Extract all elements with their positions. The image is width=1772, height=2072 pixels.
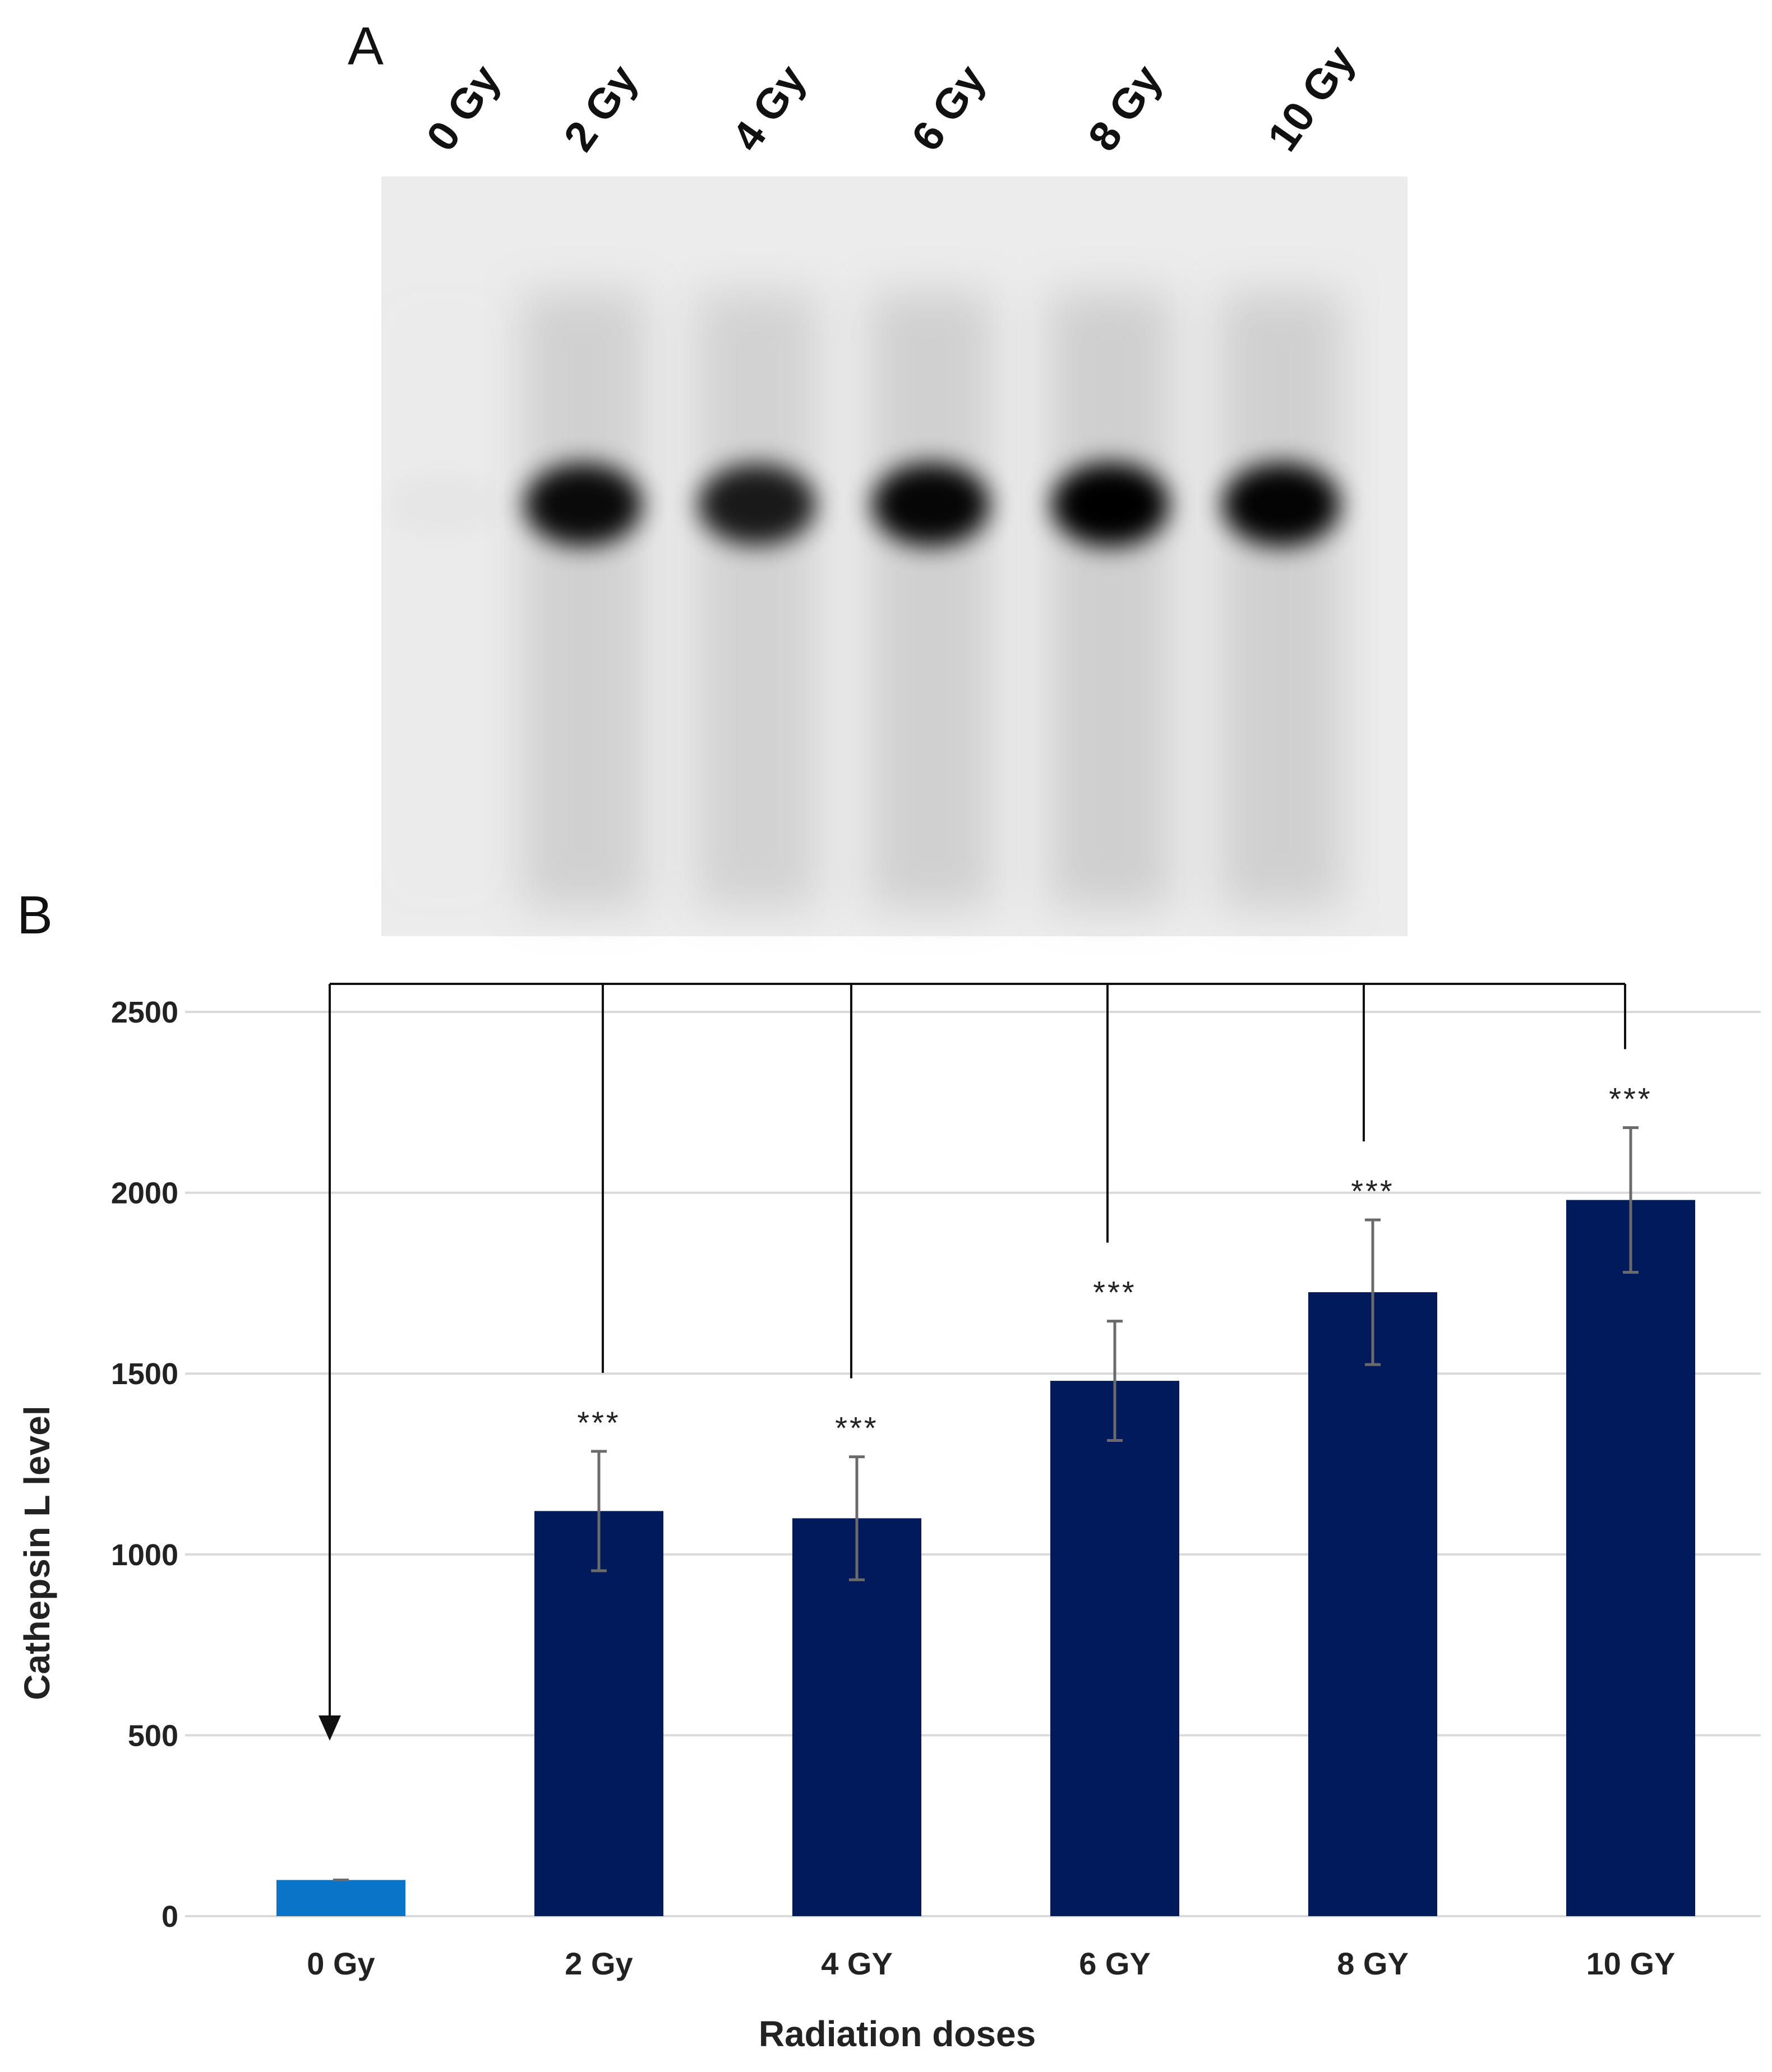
x-tick-label: 0 Gy (307, 1946, 375, 1981)
x-axis-title: Radiation doses (759, 2014, 1036, 2054)
x-tick-labels: 0 Gy 2 Gy 4 GY 6 GY 8 GY 10 GY (307, 1946, 1675, 1981)
y-tick-label: 2500 (111, 996, 178, 1029)
lane-label: 10 Gy (1258, 37, 1364, 159)
error-bar (1623, 1126, 1639, 1274)
lane-label: 2 Gy (555, 57, 647, 160)
error-bar (1107, 1320, 1123, 1442)
error-bar (1365, 1218, 1381, 1366)
bar (1308, 1292, 1437, 1916)
blot-band (872, 462, 990, 547)
bar (792, 1518, 921, 1916)
lane-smear (869, 292, 993, 908)
lane-label: 4 Gy (723, 57, 815, 160)
lane-label: 0 Gy (417, 57, 509, 160)
panel-b-letter: B (17, 885, 53, 945)
lane-smear (1220, 292, 1343, 908)
error-bar (849, 1455, 865, 1581)
x-tick-label: 2 Gy (565, 1946, 633, 1981)
y-tick-labels: 0 500 1000 1500 2000 2500 (111, 996, 178, 1934)
significance-label: *** (577, 1405, 620, 1440)
blot-smears (381, 292, 1343, 908)
bar (276, 1880, 405, 1916)
lane-smear (1049, 292, 1172, 908)
significance-labels: *** *** *** *** *** (577, 1081, 1652, 1446)
lane-smear (381, 292, 505, 908)
blot-band (1222, 462, 1340, 547)
significance-label: *** (1351, 1173, 1394, 1209)
y-tick-label: 0 (161, 1900, 178, 1934)
lane-smear (695, 292, 819, 908)
y-tick-label: 1500 (111, 1357, 178, 1391)
error-bars (333, 1126, 1639, 1881)
panel-a-letter: A (348, 16, 384, 76)
blot-band (698, 464, 816, 545)
bar (1566, 1200, 1695, 1916)
y-tick-label: 500 (128, 1719, 178, 1752)
significance-label: *** (835, 1410, 878, 1446)
x-tick-label: 6 GY (1079, 1946, 1151, 1981)
error-bar (591, 1450, 607, 1572)
blot-band (384, 474, 502, 536)
lane-label: 8 Gy (1079, 57, 1171, 160)
x-tick-label: 8 GY (1337, 1946, 1409, 1981)
y-axis-title: Cathepsin L level (17, 1405, 57, 1700)
significance-label: *** (1609, 1081, 1652, 1116)
x-tick-label: 10 GY (1586, 1946, 1676, 1981)
gridlines (185, 1011, 1761, 1917)
y-tick-label: 2000 (111, 1177, 178, 1210)
bar (534, 1511, 663, 1916)
comparison-brackets (319, 983, 1626, 1741)
western-blot (381, 177, 1408, 936)
lane-label: 6 Gy (902, 57, 994, 160)
lane-labels: 0 Gy 2 Gy 4 Gy 6 Gy 8 Gy 10 Gy (417, 37, 1364, 159)
significance-label: *** (1093, 1275, 1136, 1310)
bracket-arrowhead (319, 1715, 341, 1741)
blot-band (524, 463, 642, 546)
blot-band (1051, 462, 1169, 547)
y-tick-label: 1000 (111, 1538, 178, 1572)
bars (276, 1200, 1695, 1916)
lane-smear (522, 292, 645, 908)
bar (1050, 1381, 1179, 1916)
blot-bands (384, 462, 1340, 547)
bar-chart: 0 500 1000 1500 2000 2500 *** *** *** *** *** 0 G… (17, 983, 1761, 2054)
x-tick-label: 4 GY (821, 1946, 893, 1981)
